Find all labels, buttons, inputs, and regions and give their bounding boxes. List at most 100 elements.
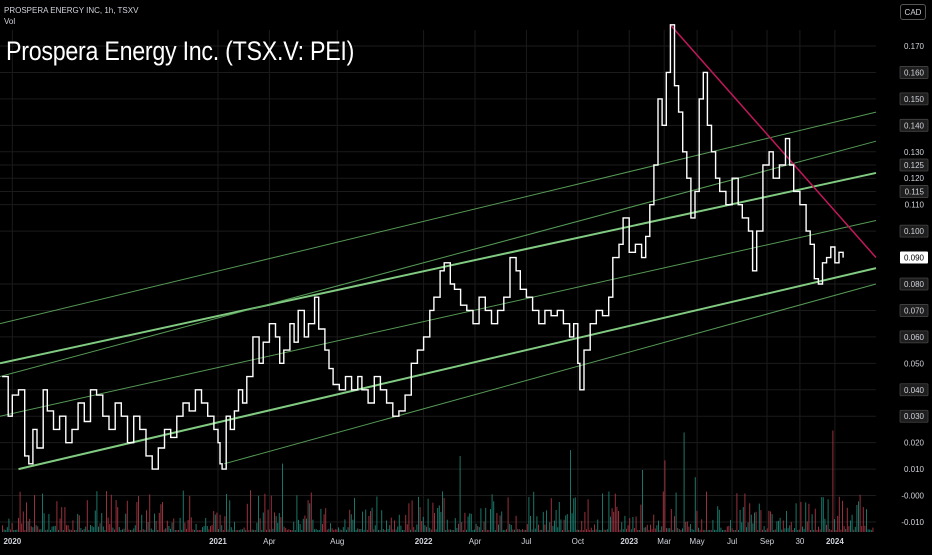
x-tick-label: Jul	[727, 537, 737, 546]
volume-bar	[670, 509, 672, 532]
last-price-box	[900, 251, 928, 264]
volume-bar	[174, 530, 176, 532]
volume-bar	[539, 529, 541, 532]
volume-bar	[192, 529, 194, 532]
volume-bar	[80, 528, 82, 532]
volume-bar	[437, 508, 439, 532]
currency-button[interactable]: CAD	[900, 4, 926, 20]
volume-bar	[685, 521, 687, 532]
symbol-legend: PROSPERA ENERGY INC, 1h, TSXV	[4, 6, 139, 15]
volume-bar	[288, 529, 290, 532]
volume-bar	[627, 525, 629, 532]
volume-bar	[155, 520, 157, 532]
volume-bar	[35, 525, 37, 532]
volume-bar	[722, 530, 723, 532]
volume-bar	[74, 529, 75, 532]
volume-bar	[210, 526, 211, 532]
volume-bar	[768, 510, 770, 532]
volume-bar	[405, 514, 407, 532]
volume-bar	[802, 526, 803, 532]
volume-bar	[403, 530, 405, 532]
volume-bar	[178, 530, 179, 532]
volume-bar	[189, 495, 191, 532]
volume-bar	[450, 529, 451, 532]
volume-bar	[806, 521, 808, 532]
volume-bar	[747, 522, 749, 532]
volume-bar	[429, 527, 431, 532]
volume-bar	[75, 530, 77, 532]
volume-bar	[528, 497, 530, 532]
volume-bar	[674, 516, 675, 532]
volume-bar	[638, 530, 640, 532]
volume-bar	[234, 521, 235, 532]
volume-bar	[261, 529, 263, 532]
volume-bar	[72, 520, 74, 532]
volume-bar	[198, 529, 200, 532]
volume-bar	[846, 507, 848, 532]
chart-title: Prospera Energy Inc. (TSX.V: PEI)	[6, 36, 355, 66]
volume-bar	[650, 524, 651, 532]
volume-bar	[126, 500, 128, 532]
volume-bar	[245, 529, 247, 532]
volume-bar	[485, 507, 487, 532]
resistance-trendline	[669, 24, 877, 259]
volume-bar	[699, 529, 701, 532]
volume-bar	[818, 526, 819, 532]
volume-bar	[464, 512, 466, 532]
volume-bar	[829, 529, 831, 532]
volume-bar	[110, 494, 112, 532]
volume-bar	[390, 517, 392, 532]
volume-bar	[762, 529, 763, 532]
volume-bar	[8, 518, 10, 532]
volume-bar	[118, 527, 120, 532]
volume-bar	[792, 530, 794, 532]
volume-bar	[283, 526, 285, 532]
volume-bar	[819, 529, 821, 532]
volume-bar	[856, 505, 858, 532]
volume-bar	[278, 513, 280, 532]
volume-bar	[694, 477, 696, 532]
y-tick-label: 0.140	[904, 121, 925, 130]
volume-bar	[589, 529, 591, 532]
volume-bar	[546, 510, 547, 532]
volume-bar	[246, 503, 248, 532]
trend-channel-line	[224, 283, 877, 465]
volume-bar	[619, 529, 621, 532]
volume-bar	[714, 529, 715, 532]
volume-bar	[749, 503, 751, 532]
volume-bar	[237, 530, 239, 532]
volume-bar	[475, 523, 477, 532]
volume-bar	[43, 513, 45, 532]
volume-bar	[853, 529, 855, 532]
volume-bar	[606, 529, 608, 532]
volume-bar	[150, 528, 152, 532]
volume-bar	[541, 529, 543, 532]
volume-bar	[354, 497, 355, 532]
volume-bar	[739, 509, 741, 532]
volume-bar	[544, 524, 546, 532]
volume-bar	[618, 511, 619, 532]
volume-bar	[518, 529, 520, 532]
volume-bar	[750, 514, 752, 532]
volume-bar	[165, 528, 167, 532]
volume-bar	[746, 527, 747, 532]
volume-bar	[870, 529, 872, 532]
volume-bar	[645, 527, 647, 532]
volume-bar	[70, 529, 72, 532]
volume-bar	[93, 527, 95, 532]
volume-bar	[26, 502, 27, 532]
volume-bar	[851, 514, 853, 532]
volume-bar	[510, 525, 512, 532]
volume-bar	[483, 521, 485, 532]
volume-bar	[406, 524, 408, 532]
volume-bar	[845, 529, 847, 532]
volume-bar	[112, 527, 114, 532]
volume-bar	[542, 511, 544, 532]
volume-bar	[66, 525, 67, 532]
trend-channel-line	[0, 140, 877, 378]
volume-bar	[573, 498, 575, 532]
volume-bar	[123, 528, 125, 532]
volume-bar	[869, 529, 871, 532]
